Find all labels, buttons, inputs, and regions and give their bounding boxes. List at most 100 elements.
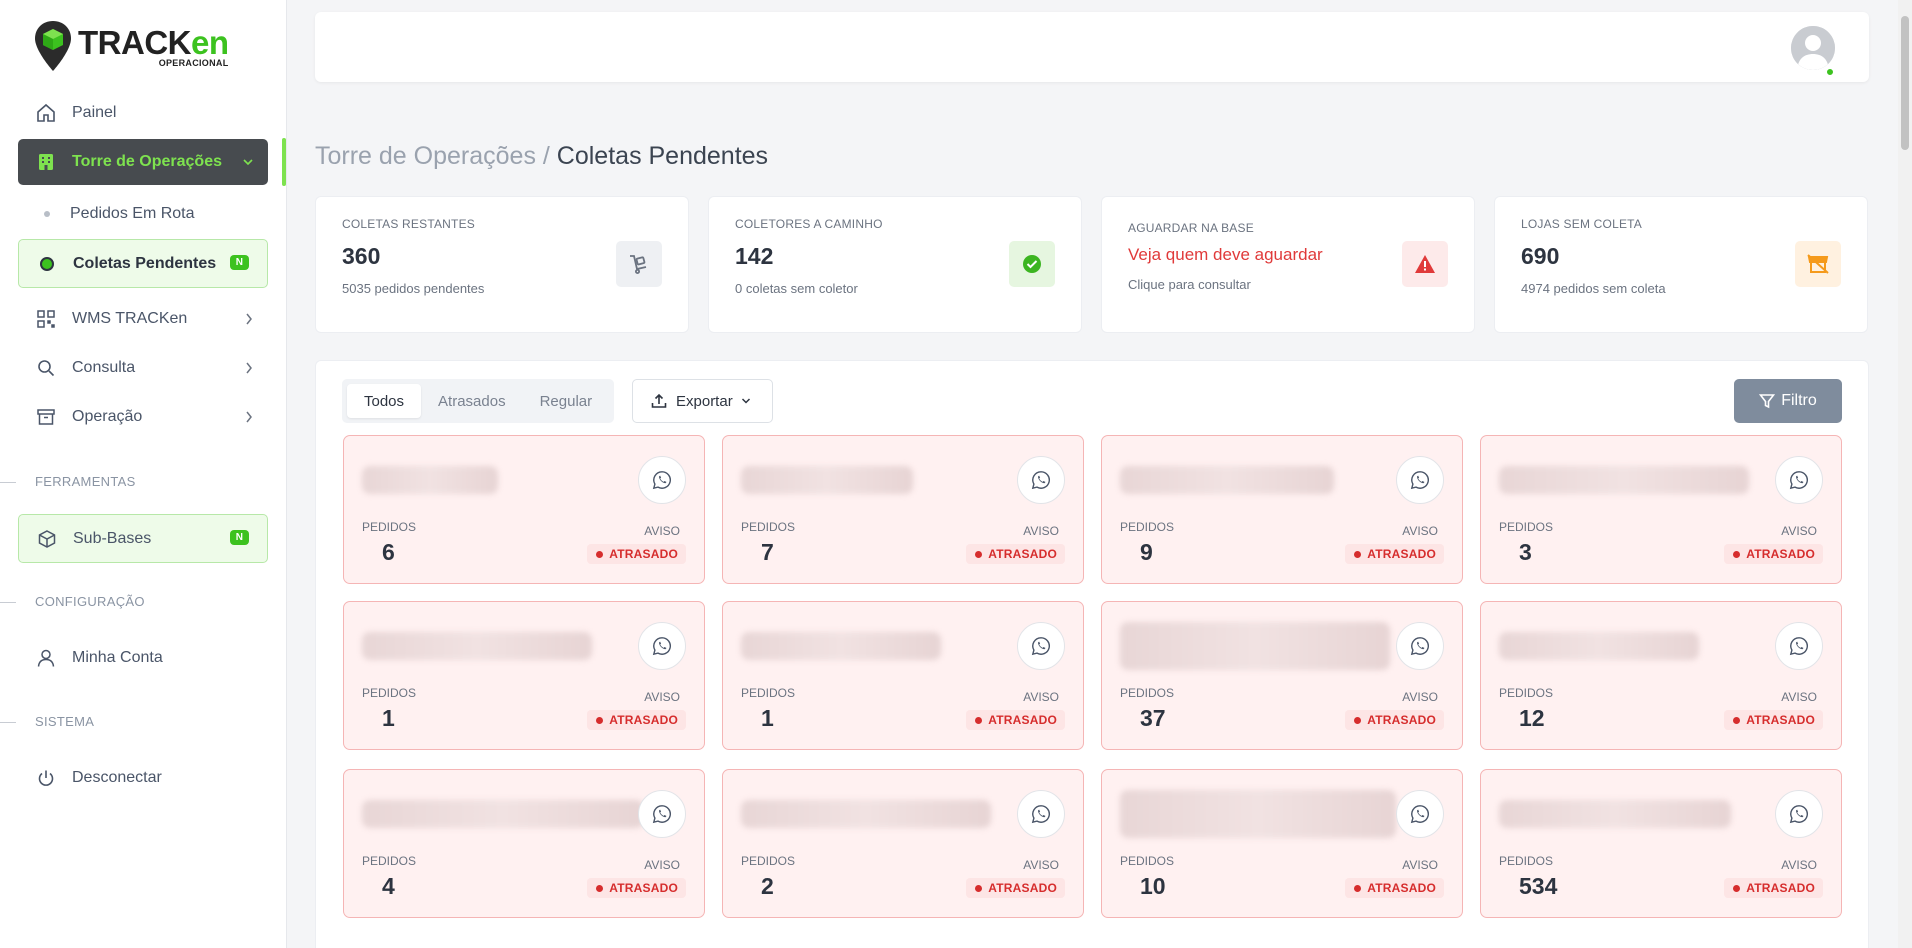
whatsapp-icon <box>1789 637 1808 656</box>
status-text: ATRASADO <box>1367 713 1436 727</box>
orders-label: PEDIDOS <box>1120 854 1175 868</box>
pickup-card[interactable]: PEDIDOS 1 AVISO ATRASADO <box>722 601 1084 750</box>
stat-subtext: 5035 pedidos pendentes <box>342 281 485 296</box>
sidebar-item-consulta[interactable]: Consulta <box>18 345 268 391</box>
status-badge: ATRASADO <box>1724 878 1823 898</box>
chevron-right-icon <box>246 411 252 423</box>
whatsapp-button[interactable] <box>1017 790 1065 838</box>
notice-label: AVISO <box>1023 690 1059 704</box>
pickup-card[interactable]: PEDIDOS 3 AVISO ATRASADO <box>1480 435 1842 584</box>
status-dot <box>975 884 983 892</box>
orders-count: 7 <box>761 539 774 565</box>
section-title-sistema: SISTEMA <box>35 714 95 729</box>
sidebar-item-painel[interactable]: Painel <box>18 90 268 136</box>
orders-label: PEDIDOS <box>741 686 796 700</box>
whatsapp-button[interactable] <box>1775 456 1823 504</box>
pickup-card[interactable]: PEDIDOS 4 AVISO ATRASADO <box>343 769 705 918</box>
status-badge: ATRASADO <box>587 544 686 564</box>
orders-label: PEDIDOS <box>1499 686 1554 700</box>
cube-icon <box>37 529 57 549</box>
stat-card-aguardar-base[interactable]: AGUARDAR NA BASE Veja quem deve aguardar… <box>1101 196 1475 333</box>
whatsapp-icon <box>652 471 671 490</box>
sidebar-item-operacao[interactable]: Operação <box>18 394 268 440</box>
section-divider <box>0 602 16 603</box>
sidebar-item-subbases[interactable]: Sub-Bases N <box>18 514 268 563</box>
user-icon <box>36 648 56 668</box>
whatsapp-button[interactable] <box>1396 456 1444 504</box>
section-title-ferramentas: FERRAMENTAS <box>35 474 136 489</box>
archive-icon <box>36 407 56 427</box>
orders-count: 37 <box>1140 705 1166 731</box>
sidebar-item-label: Operação <box>72 408 143 425</box>
status-badge: ATRASADO <box>587 878 686 898</box>
breadcrumb: Torre de Operações / Coletas Pendentes <box>315 142 768 171</box>
sidebar-item-torre[interactable]: Torre de Operações <box>18 139 268 185</box>
breadcrumb-parent[interactable]: Torre de Operações <box>315 142 536 170</box>
stat-card-coletas-restantes: COLETAS RESTANTES 360 5035 pedidos pende… <box>315 196 689 333</box>
notice-label: AVISO <box>644 690 680 704</box>
chevron-right-icon <box>246 313 252 325</box>
status-text: ATRASADO <box>988 713 1057 727</box>
sidebar: TRACKen OPERACIONAL Painel Torre de Oper… <box>0 0 287 948</box>
status-badge: ATRASADO <box>1345 878 1444 898</box>
whatsapp-icon <box>1031 805 1050 824</box>
stat-link[interactable]: Veja quem deve aguardar <box>1128 245 1323 264</box>
section-divider <box>0 722 16 723</box>
whatsapp-button[interactable] <box>638 790 686 838</box>
status-text: ATRASADO <box>1367 547 1436 561</box>
filter-button[interactable]: Filtro <box>1734 379 1842 423</box>
sidebar-item-desconectar[interactable]: Desconectar <box>18 755 268 801</box>
status-badge: ATRASADO <box>1724 544 1823 564</box>
status-dot <box>1733 716 1741 724</box>
whatsapp-button[interactable] <box>1017 456 1065 504</box>
orders-count: 534 <box>1519 873 1558 899</box>
brand-logo[interactable]: TRACKen OPERACIONAL <box>34 20 229 72</box>
pickup-card[interactable]: PEDIDOS 6 AVISO ATRASADO <box>343 435 705 584</box>
sidebar-subitem-coletas[interactable]: Coletas Pendentes N <box>18 239 268 288</box>
stat-label: COLETORES A CAMINHO <box>735 217 883 231</box>
status-dot <box>975 550 983 558</box>
stat-label: LOJAS SEM COLETA <box>1521 217 1643 231</box>
orders-label: PEDIDOS <box>362 854 417 868</box>
pickup-card[interactable]: PEDIDOS 534 AVISO ATRASADO <box>1480 769 1842 918</box>
pickup-card[interactable]: PEDIDOS 2 AVISO ATRASADO <box>722 769 1084 918</box>
whatsapp-button[interactable] <box>1775 622 1823 670</box>
sidebar-subitem-pedidos-rota[interactable]: Pedidos Em Rota <box>18 195 268 233</box>
whatsapp-button[interactable] <box>638 456 686 504</box>
whatsapp-button[interactable] <box>1396 790 1444 838</box>
pickup-card[interactable]: PEDIDOS 37 AVISO ATRASADO <box>1101 601 1463 750</box>
store-name-redacted <box>1120 466 1334 494</box>
orders-count: 10 <box>1140 873 1166 899</box>
whatsapp-button[interactable] <box>1775 790 1823 838</box>
sidebar-item-minha-conta[interactable]: Minha Conta <box>18 635 268 681</box>
stat-card-lojas-sem-coleta: LOJAS SEM COLETA 690 4974 pedidos sem co… <box>1494 196 1868 333</box>
pickup-card[interactable]: PEDIDOS 10 AVISO ATRASADO <box>1101 769 1463 918</box>
pickup-card[interactable]: PEDIDOS 9 AVISO ATRASADO <box>1101 435 1463 584</box>
notice-label: AVISO <box>644 858 680 872</box>
whatsapp-button[interactable] <box>638 622 686 670</box>
store-name-redacted <box>362 466 498 494</box>
tab-atrasados[interactable]: Atrasados <box>438 392 506 410</box>
whatsapp-icon <box>1410 637 1429 656</box>
sidebar-item-label: Minha Conta <box>72 649 163 666</box>
scrollbar-thumb[interactable] <box>1901 16 1909 150</box>
whatsapp-button[interactable] <box>1396 622 1444 670</box>
pickup-card[interactable]: PEDIDOS 7 AVISO ATRASADO <box>722 435 1084 584</box>
whatsapp-icon <box>1789 471 1808 490</box>
pickup-card[interactable]: PEDIDOS 12 AVISO ATRASADO <box>1480 601 1842 750</box>
notice-label: AVISO <box>1781 690 1817 704</box>
notice-label: AVISO <box>1781 858 1817 872</box>
user-avatar[interactable] <box>1791 26 1835 70</box>
export-button[interactable]: Exportar <box>632 379 773 423</box>
whatsapp-button[interactable] <box>1017 622 1065 670</box>
status-dot <box>1733 884 1741 892</box>
orders-label: PEDIDOS <box>741 854 796 868</box>
chevron-down-icon <box>243 159 253 166</box>
sidebar-item-wms[interactable]: WMS TRACKen <box>18 296 268 342</box>
tab-todos[interactable]: Todos <box>347 384 422 418</box>
pickup-card[interactable]: PEDIDOS 1 AVISO ATRASADO <box>343 601 705 750</box>
tab-regular[interactable]: Regular <box>539 392 593 410</box>
orders-label: PEDIDOS <box>741 520 796 534</box>
whatsapp-icon <box>1789 805 1808 824</box>
page-scrollbar[interactable] <box>1898 0 1912 948</box>
